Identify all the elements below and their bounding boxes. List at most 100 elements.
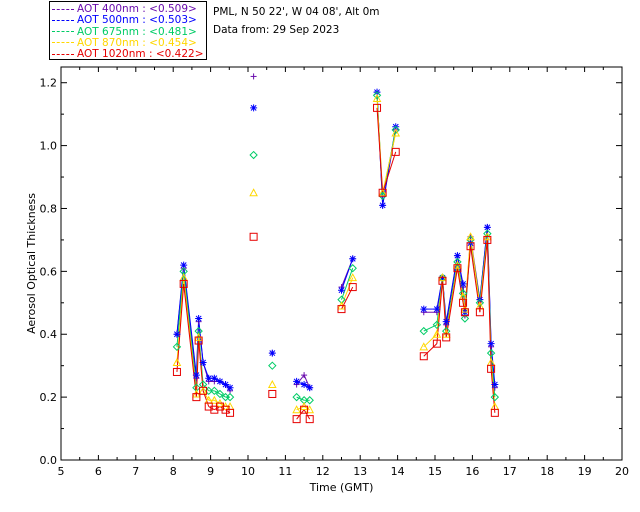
- data-point: [210, 395, 219, 404]
- data-point: [491, 381, 499, 389]
- legend-line: [52, 8, 74, 10]
- data-point: [348, 264, 357, 273]
- data-point: [305, 396, 314, 405]
- data-point: [173, 330, 181, 338]
- series-line: [303, 374, 311, 388]
- data-point: [337, 305, 346, 314]
- series-line: [445, 268, 458, 338]
- data-point: [210, 386, 219, 396]
- data-point: [487, 340, 495, 348]
- data-point: [490, 408, 499, 417]
- date-label: Data from: 29 Sep 2023: [213, 24, 340, 36]
- data-point: [483, 223, 491, 231]
- data-point: [293, 377, 301, 385]
- data-point: [192, 393, 201, 402]
- data-point: [194, 336, 203, 345]
- data-point: [459, 280, 467, 288]
- y-tick-label: 0.4: [40, 328, 58, 341]
- data-point: [466, 235, 475, 245]
- x-tick-label: 18: [540, 465, 554, 478]
- legend: AOT 400nm : <0.509> AOT 500nm : <0.503> AO…: [49, 1, 207, 60]
- data-point: [267, 379, 277, 389]
- data-point: [442, 318, 450, 326]
- data-point: [179, 279, 188, 288]
- data-point: [338, 286, 345, 294]
- data-point: [268, 361, 277, 370]
- series-line: [202, 362, 210, 379]
- data-point: [460, 308, 469, 317]
- legend-entry: AOT 870nm : <0.454>: [52, 37, 197, 50]
- data-point: [453, 252, 461, 260]
- data-point: [373, 103, 382, 112]
- data-point: [432, 320, 442, 330]
- y-tick-label: 0.8: [40, 202, 58, 215]
- series-line: [303, 409, 311, 420]
- x-tick-label: 16: [465, 465, 479, 478]
- data-point: [486, 348, 496, 358]
- series-line: [486, 239, 492, 369]
- series-line: [183, 265, 197, 376]
- series-line: [183, 271, 197, 388]
- legend-line: [52, 53, 74, 55]
- legend-entry: AOT 400nm : <0.509>: [52, 3, 197, 16]
- data-point: [268, 389, 277, 398]
- data-point: [199, 359, 207, 367]
- location-label: PML, N 50 22', W 04 08', Alt 0m: [213, 6, 380, 18]
- data-point: [249, 232, 258, 241]
- data-point: [487, 364, 496, 373]
- data-point: [378, 191, 387, 201]
- x-tick-label: 15: [428, 465, 442, 478]
- data-point: [378, 188, 387, 197]
- data-point: [172, 342, 182, 352]
- data-point: [225, 392, 235, 402]
- x-tick-label: 8: [170, 465, 177, 478]
- legend-label: AOT 400nm : <0.509>: [77, 3, 197, 15]
- data-point: [226, 408, 235, 417]
- data-point: [348, 273, 358, 282]
- data-point: [442, 333, 451, 342]
- data-point: [391, 147, 400, 156]
- series-line: [490, 368, 496, 413]
- x-tick-label: 19: [578, 465, 592, 478]
- x-tick-label: 5: [58, 465, 65, 478]
- data-point: [192, 371, 200, 379]
- x-tick-label: 11: [278, 465, 292, 478]
- data-point: [391, 125, 400, 135]
- legend-label: AOT 870nm : <0.454>: [77, 36, 197, 49]
- x-tick-label: 9: [207, 465, 214, 478]
- data-point: [459, 298, 468, 307]
- data-point: [433, 305, 441, 313]
- data-point: [250, 104, 258, 112]
- series-line: [464, 246, 472, 313]
- data-point: [442, 326, 451, 336]
- series-line: [382, 151, 397, 193]
- series-line: [376, 107, 384, 193]
- data-point: [199, 386, 208, 395]
- series-line: [208, 406, 215, 411]
- data-point: [483, 235, 492, 244]
- data-point: [292, 415, 301, 424]
- series-line: [195, 340, 200, 398]
- data-point: [372, 91, 382, 100]
- x-tick-label: 17: [503, 465, 517, 478]
- x-tick-label: 6: [95, 465, 102, 478]
- series-line: [456, 268, 464, 303]
- y-tick-label: 0.6: [40, 265, 58, 278]
- data-point: [300, 381, 308, 389]
- data-point: [180, 261, 188, 269]
- legend-line: [52, 42, 74, 44]
- series-line: [176, 277, 185, 363]
- x-tick-label: 20: [615, 465, 629, 478]
- data-point: [349, 255, 357, 263]
- data-point: [453, 264, 462, 273]
- data-point: [205, 374, 213, 382]
- series-line: [456, 255, 464, 285]
- series-line: [456, 261, 464, 294]
- y-tick-label: 1.0: [40, 140, 58, 153]
- legend-entry: AOT 1020nm : <0.422>: [52, 48, 204, 61]
- data-point: [458, 289, 468, 298]
- data-point: [292, 392, 301, 402]
- data-point: [419, 352, 428, 361]
- y-tick-label: 0.2: [40, 391, 58, 404]
- series-line: [423, 343, 438, 357]
